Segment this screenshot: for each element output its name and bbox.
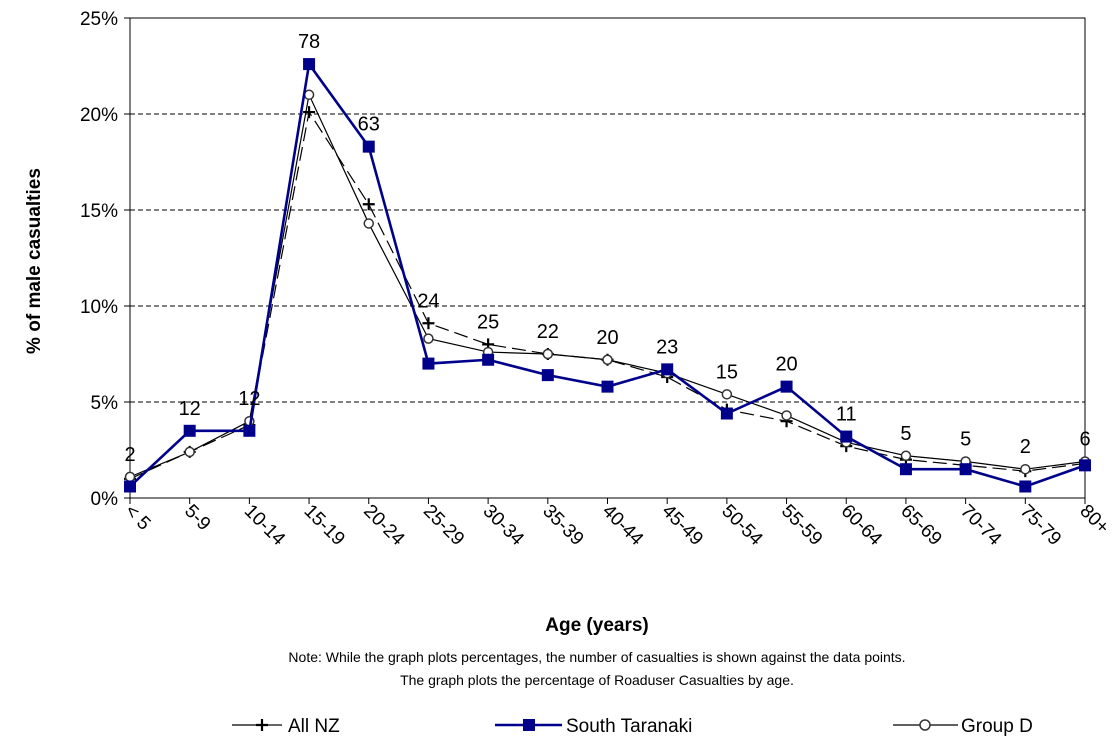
y-tick-label: 5% xyxy=(91,393,119,414)
point-group-d xyxy=(900,450,912,462)
data-label: 24 xyxy=(417,290,439,312)
data-label: 11 xyxy=(836,404,857,426)
point-all-nz xyxy=(303,106,316,119)
point-group-d xyxy=(602,354,613,366)
point-all-nz xyxy=(422,317,435,330)
legend: All NZ South Taranaki Group D xyxy=(232,716,1033,737)
note-line-1: Note: While the graph plots percentages,… xyxy=(288,649,905,665)
data-label: 5 xyxy=(900,423,911,445)
plot-frame xyxy=(129,17,1086,499)
x-tick-label: 45-49 xyxy=(658,501,707,550)
point-group-d xyxy=(721,389,733,400)
x-tick-label: 40-44 xyxy=(598,501,648,551)
x-tick-label: 65-69 xyxy=(896,501,945,550)
legend-item-all-nz: All NZ xyxy=(232,716,340,737)
point-south-taranaki xyxy=(720,407,733,420)
point-south-taranaki xyxy=(362,140,375,153)
note-line-2: The graph plots the percentage of Roadus… xyxy=(400,672,794,688)
point-south-taranaki xyxy=(1079,459,1091,472)
point-south-taranaki xyxy=(183,424,196,437)
point-south-taranaki xyxy=(124,480,136,493)
data-label: 12 xyxy=(238,388,260,410)
point-group-d xyxy=(303,89,315,101)
y-tick-label: 20% xyxy=(80,105,118,126)
point-south-taranaki xyxy=(303,58,316,71)
circle-marker-icon xyxy=(919,719,931,731)
x-tick-label: 35-39 xyxy=(538,501,587,550)
x-tick-label: 80+ xyxy=(1075,501,1113,539)
point-south-taranaki xyxy=(243,424,256,437)
legend-label-south-taranaki: South Taranaki xyxy=(566,716,692,737)
x-tick-label: 60-64 xyxy=(837,501,887,551)
y-tick-label: 0% xyxy=(91,489,119,510)
data-label: 2 xyxy=(124,444,135,466)
series-line-all-nz xyxy=(129,110,1086,480)
data-labels: 2 12 12 78 63 24 25 22 20 23 15 20 11 5 5 2 6 xyxy=(124,31,1090,466)
point-south-taranaki xyxy=(661,363,674,376)
x-tick-label: 10-14 xyxy=(240,501,290,551)
data-label: 15 xyxy=(716,361,738,383)
y-axis-label: % of male casualties xyxy=(24,168,45,354)
grid-lines xyxy=(130,113,1085,403)
legend-item-south-taranaki: South Taranaki xyxy=(495,716,692,737)
plus-marker-icon xyxy=(256,719,268,731)
point-group-d xyxy=(1020,463,1031,475)
data-label: 78 xyxy=(298,31,320,53)
y-tick-labels: 0% 5% 10% 15% 20% 25% xyxy=(80,9,118,510)
series-line-south-taranaki xyxy=(129,60,1086,488)
point-south-taranaki xyxy=(541,369,554,382)
point-group-d xyxy=(184,446,195,458)
point-group-d xyxy=(781,410,792,421)
x-tick-label: 50-54 xyxy=(717,501,767,551)
point-south-taranaki xyxy=(482,353,495,366)
legend-label-all-nz: All NZ xyxy=(288,716,340,737)
point-south-taranaki xyxy=(899,463,912,476)
point-all-nz xyxy=(362,198,375,211)
point-group-d xyxy=(423,333,434,344)
x-tick-label: < 5 xyxy=(120,501,154,535)
x-tick-label: 75-79 xyxy=(1016,501,1065,550)
point-group-d xyxy=(363,218,374,229)
data-label: 2 xyxy=(1020,436,1031,458)
data-label: 20 xyxy=(775,354,797,376)
x-tick-labels: < 5 5-9 10-14 15-19 20-24 25-29 30-34 35-39 40-4… xyxy=(120,501,1113,551)
y-tick-label: 25% xyxy=(80,9,118,30)
data-label: 12 xyxy=(179,398,201,420)
point-south-taranaki xyxy=(601,380,614,393)
x-tick-label: 55-59 xyxy=(777,501,826,550)
point-south-taranaki xyxy=(780,380,793,393)
x-tick-label: 70-74 xyxy=(956,501,1006,551)
x-tick-label: 5-9 xyxy=(180,501,214,535)
x-tick-label: 15-19 xyxy=(300,501,349,550)
x-tick-label: 20-24 xyxy=(359,501,409,551)
data-label: 20 xyxy=(596,327,618,349)
square-marker-icon xyxy=(523,719,535,731)
data-label: 22 xyxy=(537,321,559,343)
data-label: 23 xyxy=(656,336,678,358)
data-label: 5 xyxy=(960,429,971,451)
point-group-d xyxy=(542,348,554,360)
x-axis-label: Age (years) xyxy=(545,615,649,636)
legend-item-group-d: Group D xyxy=(893,716,1033,737)
y-tick-label: 15% xyxy=(80,201,118,222)
point-group-d xyxy=(124,471,136,483)
point-south-taranaki xyxy=(959,463,972,476)
x-tick-label: 30-34 xyxy=(479,501,529,551)
x-tick-label: 25-29 xyxy=(419,501,468,550)
axes xyxy=(124,17,1086,504)
data-label: 63 xyxy=(358,114,380,136)
data-label: 25 xyxy=(477,311,499,333)
series-group xyxy=(124,58,1091,493)
y-tick-label: 10% xyxy=(80,297,118,318)
point-south-taranaki xyxy=(422,357,435,370)
legend-label-group-d: Group D xyxy=(961,716,1033,737)
point-south-taranaki xyxy=(840,430,853,443)
point-south-taranaki xyxy=(1019,480,1032,493)
data-label: 6 xyxy=(1079,429,1090,451)
